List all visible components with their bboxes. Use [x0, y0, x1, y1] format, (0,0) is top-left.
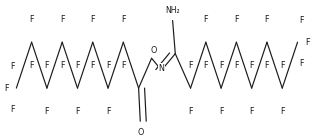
Text: F: F — [121, 61, 126, 70]
Text: F: F — [188, 107, 193, 116]
Text: F: F — [219, 107, 223, 116]
Text: F: F — [305, 38, 310, 47]
Text: F: F — [188, 61, 193, 70]
Text: F: F — [219, 61, 223, 70]
Text: F: F — [280, 61, 284, 70]
Text: F: F — [60, 15, 64, 24]
Text: F: F — [265, 15, 269, 24]
Text: NH₂: NH₂ — [165, 6, 180, 15]
Text: F: F — [75, 107, 80, 116]
Text: F: F — [234, 61, 239, 70]
Text: F: F — [90, 61, 95, 70]
Text: F: F — [29, 15, 34, 24]
Text: F: F — [45, 61, 49, 70]
Text: F: F — [106, 107, 110, 116]
Text: F: F — [10, 105, 15, 114]
Text: F: F — [250, 61, 254, 70]
Text: N: N — [158, 64, 164, 73]
Text: F: F — [10, 62, 15, 71]
Text: F: F — [204, 15, 208, 24]
Text: F: F — [204, 61, 208, 70]
Text: F: F — [106, 61, 110, 70]
Text: F: F — [4, 84, 9, 93]
Text: F: F — [29, 61, 34, 70]
Text: F: F — [250, 107, 254, 116]
Text: F: F — [234, 15, 239, 24]
Text: F: F — [75, 61, 80, 70]
Text: F: F — [121, 15, 126, 24]
Text: F: F — [265, 61, 269, 70]
Text: O: O — [137, 128, 143, 137]
Text: F: F — [299, 16, 304, 25]
Text: F: F — [280, 107, 284, 116]
Text: F: F — [60, 61, 64, 70]
Text: F: F — [90, 15, 95, 24]
Text: F: F — [45, 107, 49, 116]
Text: F: F — [299, 59, 304, 68]
Text: O: O — [150, 46, 156, 55]
